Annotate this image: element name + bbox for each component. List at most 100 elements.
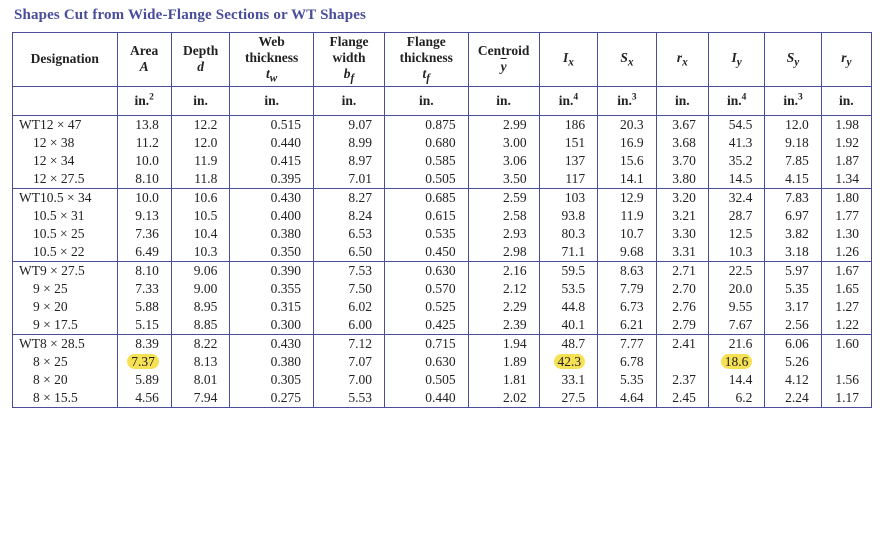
value-cell: 0.535 [384, 225, 468, 243]
value-cell: 3.67 [656, 116, 708, 135]
value-cell: 1.92 [821, 134, 871, 152]
value-cell: 0.505 [384, 371, 468, 389]
value-cell: 3.18 [765, 243, 821, 262]
value-cell: 40.1 [539, 316, 598, 335]
table-row: 10.5 × 319.1310.50.4008.240.6152.5893.81… [13, 207, 872, 225]
value-cell: 7.77 [598, 335, 657, 354]
table-row: 8 × 257.378.130.3807.070.6301.8942.36.78… [13, 353, 872, 371]
value-cell: 16.9 [598, 134, 657, 152]
value-cell: 186 [539, 116, 598, 135]
col-header: Flangewidthbf [313, 33, 384, 87]
value-cell: 44.8 [539, 298, 598, 316]
value-cell: 54.5 [708, 116, 764, 135]
properties-table: DesignationAreaADepthdWebthicknesstwFlan… [12, 32, 872, 408]
value-cell: 0.440 [384, 389, 468, 408]
value-cell: 6.78 [598, 353, 657, 371]
table-row: 9 × 257.339.000.3557.500.5702.1253.57.79… [13, 280, 872, 298]
col-header: AreaA [117, 33, 171, 87]
unit-cell: in. [384, 86, 468, 116]
designation-cell: 10.5 × 22 [13, 243, 118, 262]
value-cell: 4.15 [765, 170, 821, 189]
designation-cell: 12 × 38 [13, 134, 118, 152]
value-cell: 9.18 [765, 134, 821, 152]
value-cell: 9.13 [117, 207, 171, 225]
value-cell: 0.630 [384, 353, 468, 371]
value-cell: 8.13 [171, 353, 230, 371]
value-cell: 27.5 [539, 389, 598, 408]
value-cell: 117 [539, 170, 598, 189]
value-cell: 2.24 [765, 389, 821, 408]
value-cell: 1.56 [821, 371, 871, 389]
value-cell: 2.12 [468, 280, 539, 298]
value-cell: 2.98 [468, 243, 539, 262]
value-cell: 15.6 [598, 152, 657, 170]
value-cell: 53.5 [539, 280, 598, 298]
value-cell: 20.3 [598, 116, 657, 135]
col-header: Iy [708, 33, 764, 87]
value-cell: 7.94 [171, 389, 230, 408]
value-cell: 0.570 [384, 280, 468, 298]
value-cell: 7.67 [708, 316, 764, 335]
value-cell: 1.67 [821, 262, 871, 281]
value-cell: 4.64 [598, 389, 657, 408]
value-cell: 4.12 [765, 371, 821, 389]
units-row: in.2in.in.in.in.in.in.4in.3in.in.4in.3in… [13, 86, 872, 116]
value-cell: 14.4 [708, 371, 764, 389]
value-cell [656, 353, 708, 371]
value-cell: 8.39 [117, 335, 171, 354]
col-header: Flangethicknesstf [384, 33, 468, 87]
value-cell: 5.15 [117, 316, 171, 335]
value-cell: 9.07 [313, 116, 384, 135]
value-cell: 13.8 [117, 116, 171, 135]
table-row: 8 × 205.898.010.3057.000.5051.8133.15.35… [13, 371, 872, 389]
unit-cell [13, 86, 118, 116]
value-cell: 7.85 [765, 152, 821, 170]
value-cell: 8.24 [313, 207, 384, 225]
value-cell: 0.715 [384, 335, 468, 354]
table-body: WT12 × 4713.812.20.5159.070.8752.9918620… [13, 116, 872, 408]
unit-cell: in.2 [117, 86, 171, 116]
value-cell: 5.26 [765, 353, 821, 371]
value-cell: 3.70 [656, 152, 708, 170]
value-cell: 0.315 [230, 298, 314, 316]
value-cell: 8.01 [171, 371, 230, 389]
value-cell: 0.505 [384, 170, 468, 189]
value-cell: 8.97 [313, 152, 384, 170]
value-cell: 10.7 [598, 225, 657, 243]
value-cell: 7.83 [765, 189, 821, 208]
value-cell: 5.89 [117, 371, 171, 389]
value-cell: 2.93 [468, 225, 539, 243]
designation-cell: WT9 × 27.5 [13, 262, 118, 281]
value-cell: 14.5 [708, 170, 764, 189]
value-cell: 0.305 [230, 371, 314, 389]
unit-cell: in. [313, 86, 384, 116]
value-cell: 7.33 [117, 280, 171, 298]
value-cell: 0.430 [230, 335, 314, 354]
table-row: 12 × 3410.011.90.4158.970.5853.0613715.6… [13, 152, 872, 170]
value-cell: 0.680 [384, 134, 468, 152]
value-cell: 8.99 [313, 134, 384, 152]
value-cell: 7.50 [313, 280, 384, 298]
value-cell: 0.380 [230, 225, 314, 243]
value-cell: 2.70 [656, 280, 708, 298]
designation-cell: 8 × 20 [13, 371, 118, 389]
value-cell: 42.3 [539, 353, 598, 371]
table-row: WT9 × 27.58.109.060.3907.530.6302.1659.5… [13, 262, 872, 281]
table-row: 9 × 205.888.950.3156.020.5252.2944.86.73… [13, 298, 872, 316]
designation-cell: 10.5 × 31 [13, 207, 118, 225]
value-cell: 3.31 [656, 243, 708, 262]
value-cell: 2.37 [656, 371, 708, 389]
value-cell: 7.12 [313, 335, 384, 354]
value-cell: 0.515 [230, 116, 314, 135]
value-cell: 6.97 [765, 207, 821, 225]
value-cell: 5.35 [598, 371, 657, 389]
value-cell: 3.06 [468, 152, 539, 170]
value-cell: 0.430 [230, 189, 314, 208]
col-header: Sy [765, 33, 821, 87]
unit-cell: in. [230, 86, 314, 116]
table-row: 10.5 × 257.3610.40.3806.530.5352.9380.31… [13, 225, 872, 243]
value-cell: 10.0 [117, 152, 171, 170]
value-cell: 9.00 [171, 280, 230, 298]
value-cell: 71.1 [539, 243, 598, 262]
value-cell: 2.58 [468, 207, 539, 225]
